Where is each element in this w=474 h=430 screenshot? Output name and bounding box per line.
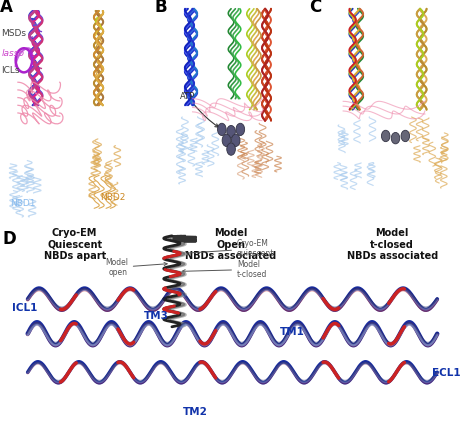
Text: Model
Open
NBDs associated: Model Open NBDs associated — [185, 228, 277, 261]
Text: A: A — [0, 0, 13, 16]
Text: ECL1: ECL1 — [432, 368, 460, 378]
Text: ICLs: ICLs — [1, 66, 20, 75]
Text: TM2: TM2 — [182, 407, 207, 417]
Circle shape — [218, 123, 226, 135]
Text: TM1: TM1 — [280, 327, 305, 337]
Circle shape — [391, 132, 400, 144]
Circle shape — [382, 130, 390, 141]
Text: ICL1: ICL1 — [12, 303, 37, 313]
Text: MSDs: MSDs — [1, 30, 27, 39]
Text: D: D — [3, 230, 17, 248]
Text: Model
t-closed: Model t-closed — [182, 260, 267, 279]
Text: NBD2: NBD2 — [100, 193, 126, 202]
Text: Model
t-closed
NBDs associated: Model t-closed NBDs associated — [346, 228, 438, 261]
Circle shape — [236, 123, 245, 135]
Text: lasso: lasso — [1, 49, 25, 58]
Circle shape — [401, 130, 410, 141]
Text: TM3: TM3 — [144, 311, 169, 321]
Text: NBD1: NBD1 — [10, 200, 36, 209]
Text: B: B — [154, 0, 167, 16]
Text: Model
open: Model open — [105, 258, 167, 277]
Circle shape — [231, 134, 240, 147]
Text: C: C — [309, 0, 321, 16]
Circle shape — [227, 126, 236, 138]
Text: Cryo-EM
Quiescent
NBDs apart: Cryo-EM Quiescent NBDs apart — [44, 228, 106, 261]
Circle shape — [222, 134, 231, 147]
Text: ATP: ATP — [180, 92, 219, 127]
Circle shape — [227, 143, 236, 155]
Text: Cryo-EM
quiescent: Cryo-EM quiescent — [183, 239, 274, 258]
